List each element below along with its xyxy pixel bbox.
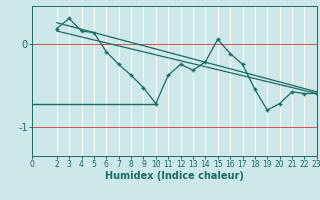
X-axis label: Humidex (Indice chaleur): Humidex (Indice chaleur) (105, 171, 244, 181)
